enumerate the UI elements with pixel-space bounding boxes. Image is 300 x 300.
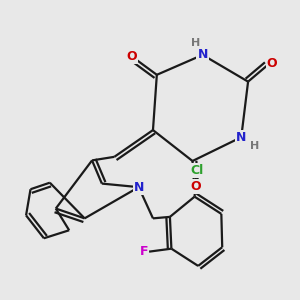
Text: F: F: [140, 245, 148, 258]
Text: O: O: [266, 57, 277, 70]
Text: O: O: [126, 50, 137, 64]
Text: N: N: [197, 48, 208, 62]
Text: H: H: [190, 38, 200, 48]
Text: H: H: [250, 141, 259, 151]
Text: O: O: [190, 180, 201, 193]
Text: N: N: [236, 131, 246, 144]
Text: N: N: [134, 181, 144, 194]
Text: Cl: Cl: [190, 164, 204, 177]
